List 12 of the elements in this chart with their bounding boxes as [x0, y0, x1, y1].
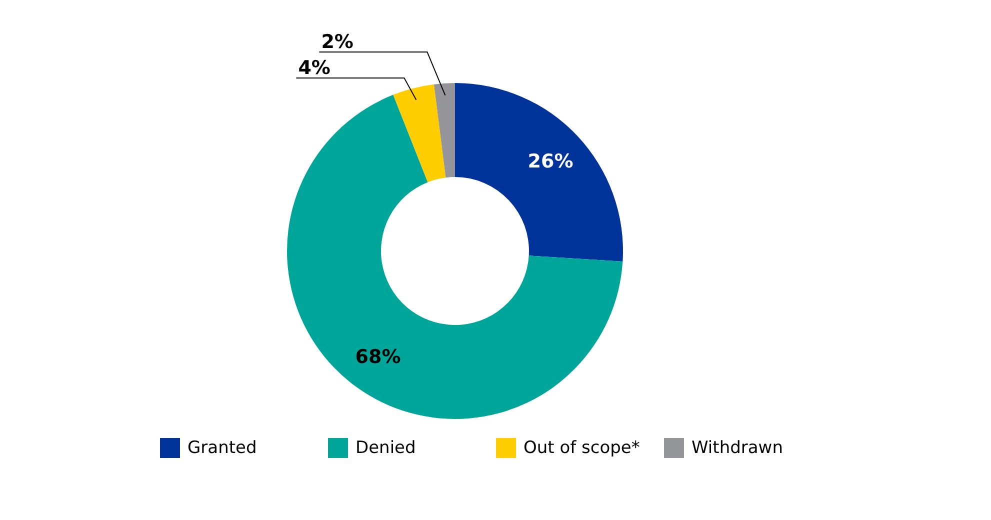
- data-label: 68%: [355, 346, 401, 368]
- donut-slice: [393, 84, 446, 182]
- donut-slice: [455, 83, 623, 262]
- data-label: 4%: [298, 57, 330, 79]
- legend-label: Denied: [356, 438, 416, 458]
- legend-label: Withdrawn: [692, 438, 783, 458]
- legend-label: Granted: [188, 438, 257, 458]
- donut-slice: [287, 94, 623, 419]
- data-label: 2%: [321, 31, 354, 53]
- donut-slice: [434, 83, 455, 178]
- legend-label: Out of scope*: [524, 438, 640, 458]
- data-label: 26%: [528, 150, 574, 172]
